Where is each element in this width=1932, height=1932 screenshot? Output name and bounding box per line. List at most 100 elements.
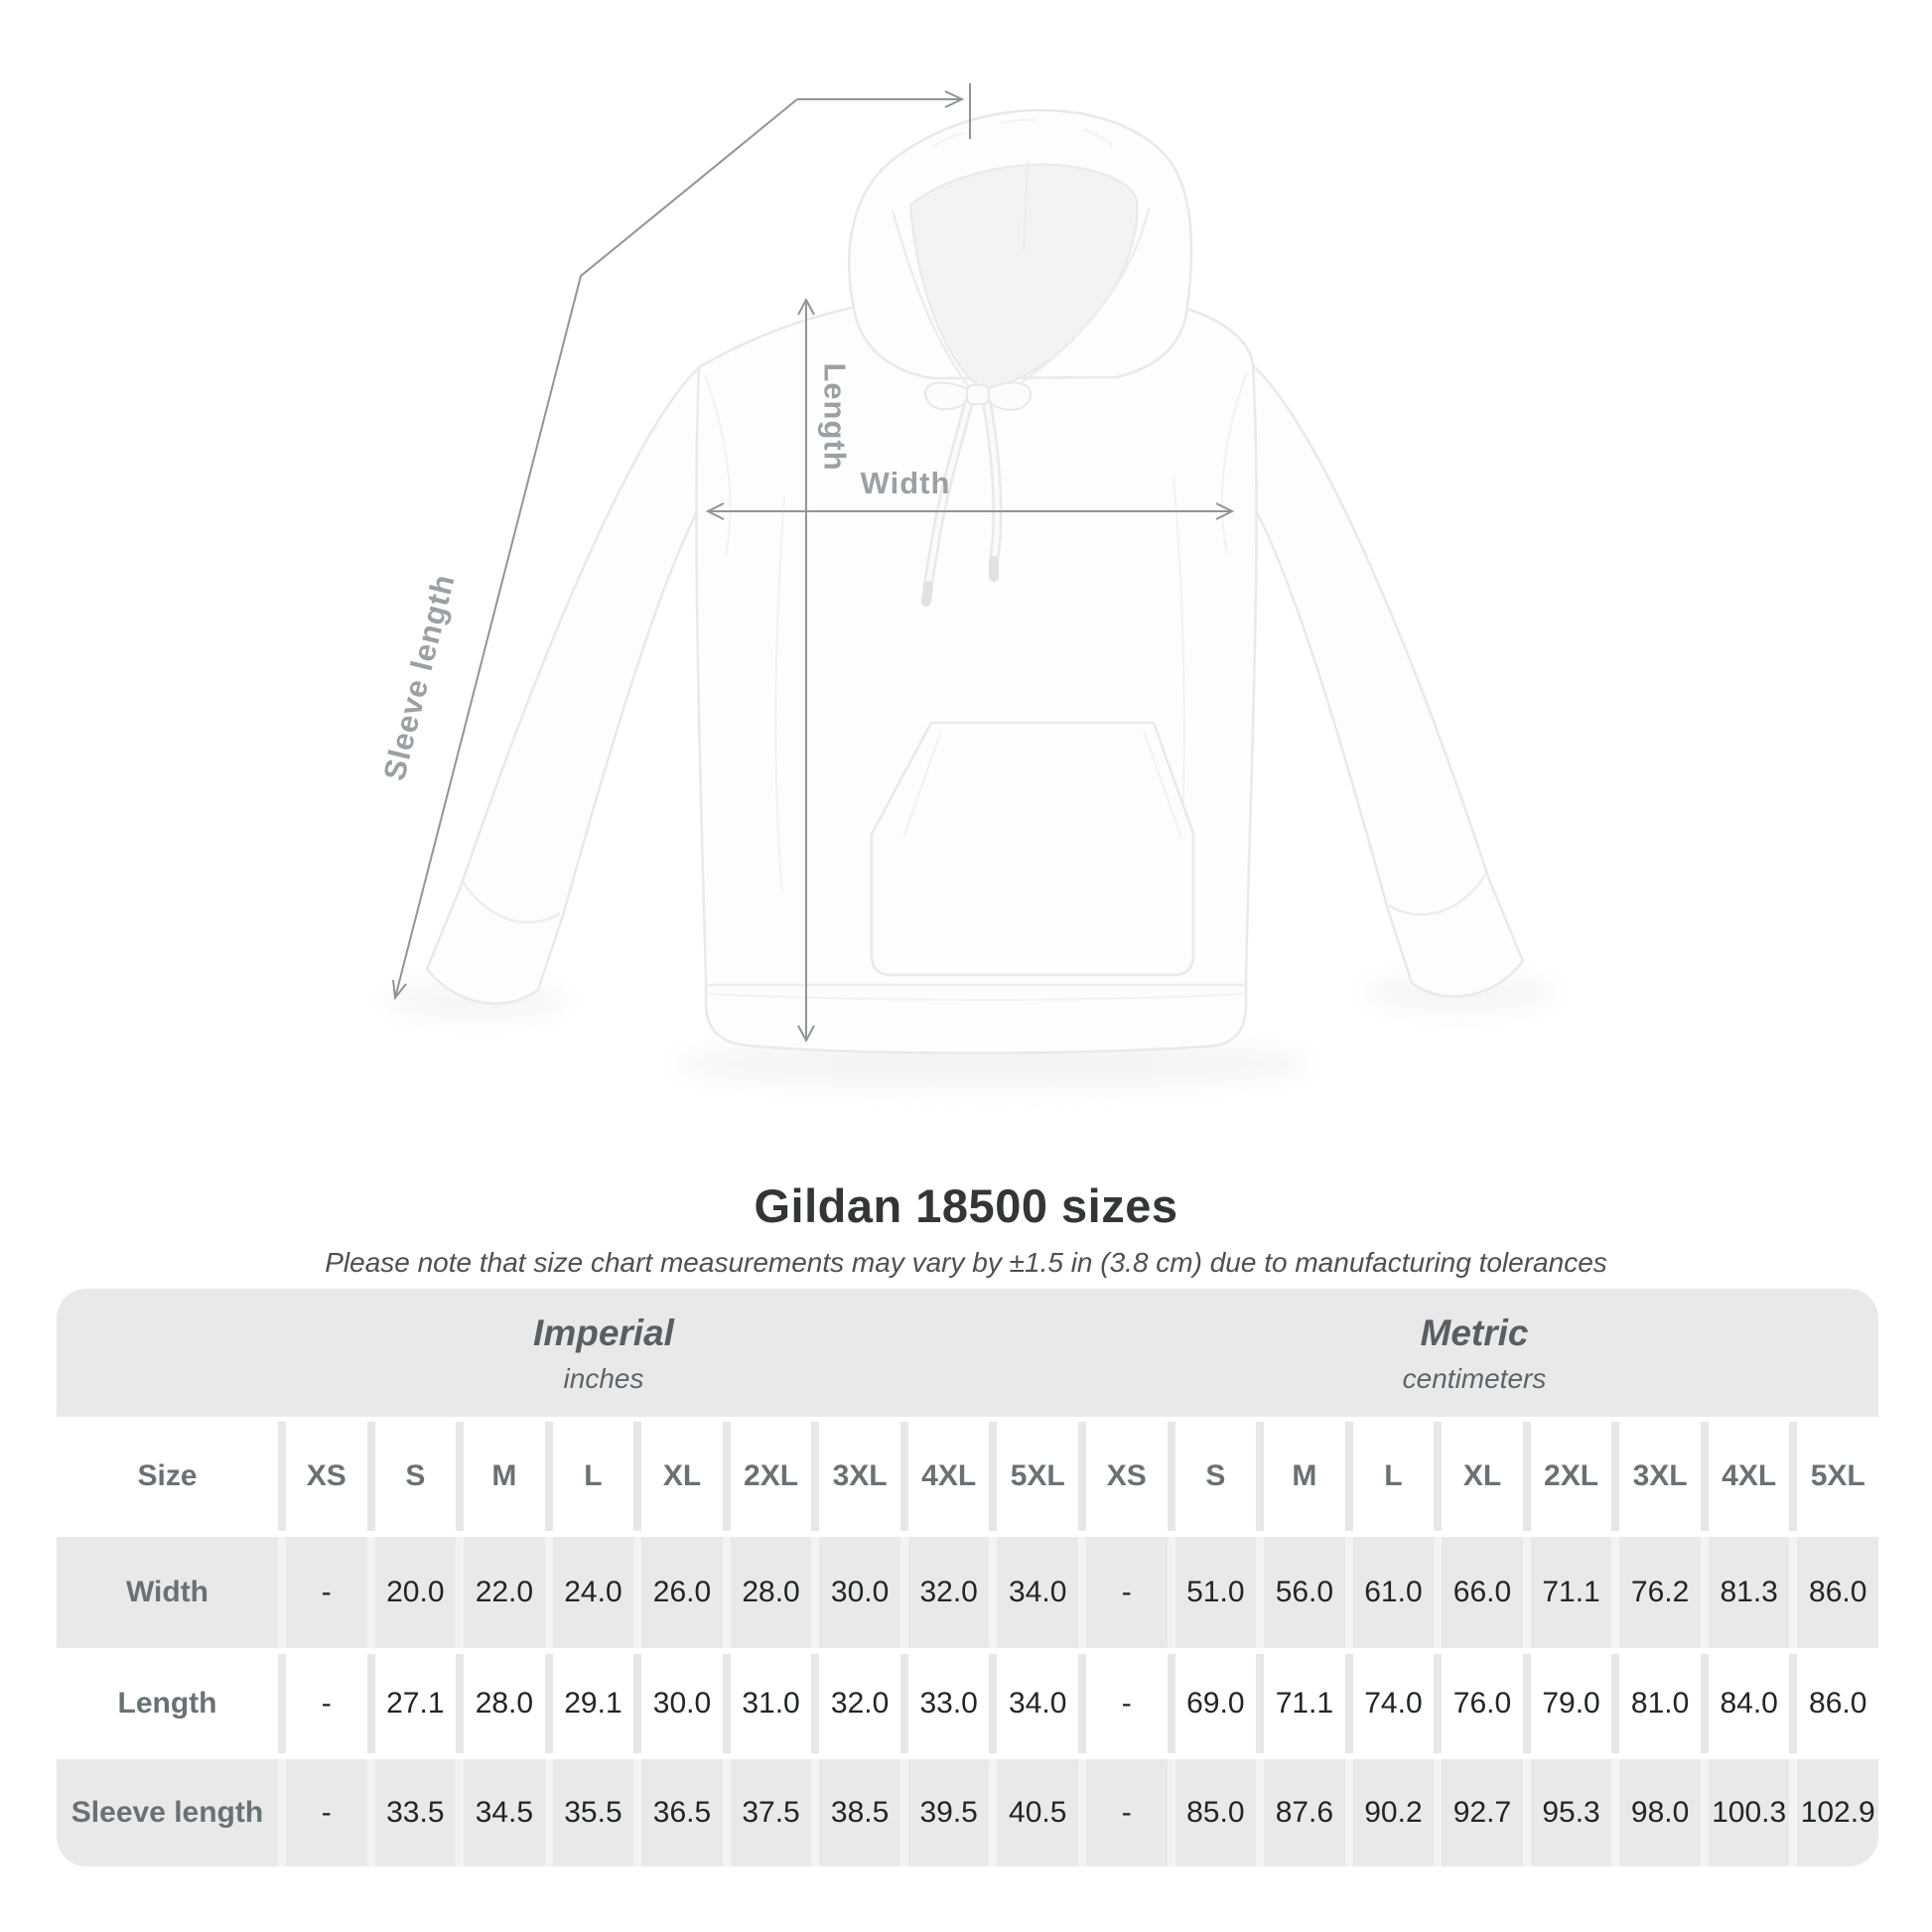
metric-size-xs: XS: [1086, 1422, 1168, 1531]
sleeve-imperial-4xl: 39.5: [907, 1759, 990, 1866]
metric-label: Metric: [1420, 1312, 1529, 1353]
width-imperial-m: 22.0: [464, 1537, 545, 1648]
width-metric-2xl: 71.1: [1530, 1537, 1612, 1648]
tolerance-note: Please note that size chart measurements…: [325, 1247, 1607, 1278]
width-imperial-xs: -: [286, 1537, 367, 1648]
drawstring: [921, 381, 1032, 607]
width-arrow: [705, 502, 1235, 520]
imperial-size-xs: XS: [286, 1422, 367, 1531]
sleeve-metric-2xl: 95.3: [1530, 1759, 1612, 1866]
width-metric-3xl: 76.2: [1619, 1537, 1701, 1648]
sleeve-metric-s: 85.0: [1174, 1759, 1257, 1866]
width-metric-xl: 66.0: [1442, 1537, 1523, 1648]
body-wrinkle-left: [774, 495, 785, 895]
imperial-size-xl: XL: [641, 1422, 723, 1531]
sleeve-length-row-label: Sleeve length: [57, 1759, 278, 1866]
unit-band: Imperial inches Metric centimeters: [57, 1289, 1878, 1417]
imperial-size-m: M: [464, 1422, 545, 1531]
sleeve-metric-5xl: 102.9: [1797, 1759, 1878, 1866]
imperial-size-2xl: 2XL: [730, 1422, 812, 1531]
length-imperial-4xl: 33.0: [907, 1654, 990, 1753]
width-metric-5xl: 86.0: [1797, 1537, 1878, 1648]
sleeve-imperial-5xl: 40.5: [997, 1759, 1078, 1866]
length-imperial-5xl: 34.0: [997, 1654, 1078, 1753]
left-armhole-seam: [704, 374, 732, 557]
sleeve-imperial-xs: -: [286, 1759, 367, 1866]
length-row-label: Length: [57, 1654, 278, 1753]
length-label: Length: [818, 362, 853, 471]
imperial-label: Imperial: [533, 1312, 674, 1353]
length-metric-s: 69.0: [1174, 1654, 1257, 1753]
aglet-left: [921, 581, 933, 607]
metric-size-m: M: [1264, 1422, 1345, 1531]
drawstring-tail-left-highlight: [925, 399, 972, 587]
length-imperial-xl: 30.0: [641, 1654, 723, 1753]
right-armhole-seam: [1221, 371, 1248, 555]
sleeve-imperial-m: 34.5: [464, 1759, 545, 1866]
sleeve-imperial-2xl: 37.5: [730, 1759, 812, 1866]
length-metric-xs: -: [1086, 1654, 1168, 1753]
hood-crease-right: [1023, 211, 1089, 253]
length-imperial-3xl: 32.0: [819, 1654, 900, 1753]
metric-size-5xl: 5XL: [1797, 1422, 1878, 1531]
sleeve-imperial-s: 33.5: [374, 1759, 457, 1866]
length-metric-4xl: 84.0: [1708, 1654, 1790, 1753]
width-metric-m: 56.0: [1264, 1537, 1345, 1648]
width-imperial-xl: 26.0: [641, 1537, 723, 1648]
length-metric-m: 71.1: [1264, 1654, 1345, 1753]
length-imperial-xs: -: [286, 1654, 367, 1753]
imperial-size-s: S: [374, 1422, 457, 1531]
length-imperial-l: 29.1: [552, 1654, 634, 1753]
sleeve-length-row: Sleeve length - 33.5 34.5 35.5 36.5 37.5…: [57, 1759, 1878, 1866]
pocket-stitch-left: [902, 730, 942, 839]
length-row: Length - 27.1 28.0 29.1 30.0 31.0 32.0 3…: [57, 1654, 1878, 1753]
width-imperial-l: 24.0: [552, 1537, 634, 1648]
hoodie-diagram: Length Width Sleeve length: [376, 83, 1554, 1088]
hood-rim-right-outer: [1001, 207, 1151, 398]
page-title: Gildan 18500 sizes: [754, 1179, 1178, 1233]
length-imperial-2xl: 31.0: [730, 1654, 812, 1753]
size-header-row: Size XS S M L XL 2XL 3XL 4XL 5XL XS S M …: [57, 1422, 1878, 1531]
hood-top-crumple-3: [1081, 128, 1113, 146]
hem-stitch: [705, 993, 1247, 1001]
width-metric-l: 61.0: [1352, 1537, 1435, 1648]
size-column-header: Size: [57, 1422, 278, 1531]
size-chart-table: Imperial inches Metric centimeters Size …: [57, 1289, 1878, 1866]
width-metric-xs: -: [1086, 1537, 1168, 1648]
length-metric-5xl: 86.0: [1797, 1654, 1878, 1753]
length-metric-l: 74.0: [1352, 1654, 1435, 1753]
sleeve-metric-3xl: 98.0: [1619, 1759, 1701, 1866]
imperial-unit: inches: [563, 1363, 644, 1394]
length-arrow: [797, 297, 815, 1043]
metric-size-4xl: 4XL: [1708, 1422, 1790, 1531]
sleeve-imperial-xl: 36.5: [641, 1759, 723, 1866]
sleeve-metric-l: 90.2: [1352, 1759, 1435, 1866]
imperial-size-4xl: 4XL: [907, 1422, 990, 1531]
width-row-label: Width: [57, 1537, 278, 1648]
hood-top-crumple-1: [932, 132, 966, 148]
length-imperial-m: 28.0: [464, 1654, 545, 1753]
width-imperial-5xl: 34.0: [997, 1537, 1078, 1648]
sleeve-length-label: Sleeve length: [376, 570, 461, 783]
width-imperial-2xl: 28.0: [730, 1537, 812, 1648]
width-label: Width: [861, 466, 951, 500]
sleeve-length-arrow: [392, 83, 971, 1001]
metric-size-3xl: 3XL: [1619, 1422, 1701, 1531]
sleeve-metric-m: 87.6: [1264, 1759, 1345, 1866]
width-imperial-s: 20.0: [374, 1537, 457, 1648]
metric-size-l: L: [1352, 1422, 1435, 1531]
sleeve-metric-xl: 92.7: [1442, 1759, 1523, 1866]
drawstring-tail-right-highlight: [984, 400, 1001, 562]
metric-unit: centimeters: [1402, 1363, 1547, 1394]
imperial-size-5xl: 5XL: [997, 1422, 1078, 1531]
hoodie-figure: Length Width Sleeve length: [376, 83, 1554, 1088]
right-sleeve: [1243, 363, 1525, 998]
left-cuff-seam: [461, 881, 561, 924]
left-sleeve: [425, 365, 709, 1005]
width-row: Width - 20.0 22.0 24.0 26.0 28.0 30.0 32…: [57, 1537, 1878, 1648]
length-metric-3xl: 81.0: [1619, 1654, 1701, 1753]
hood-rim-left-outer: [891, 209, 976, 395]
drawstring-knot: [966, 384, 990, 405]
metric-section-header: Metric centimeters: [1403, 1312, 1547, 1395]
